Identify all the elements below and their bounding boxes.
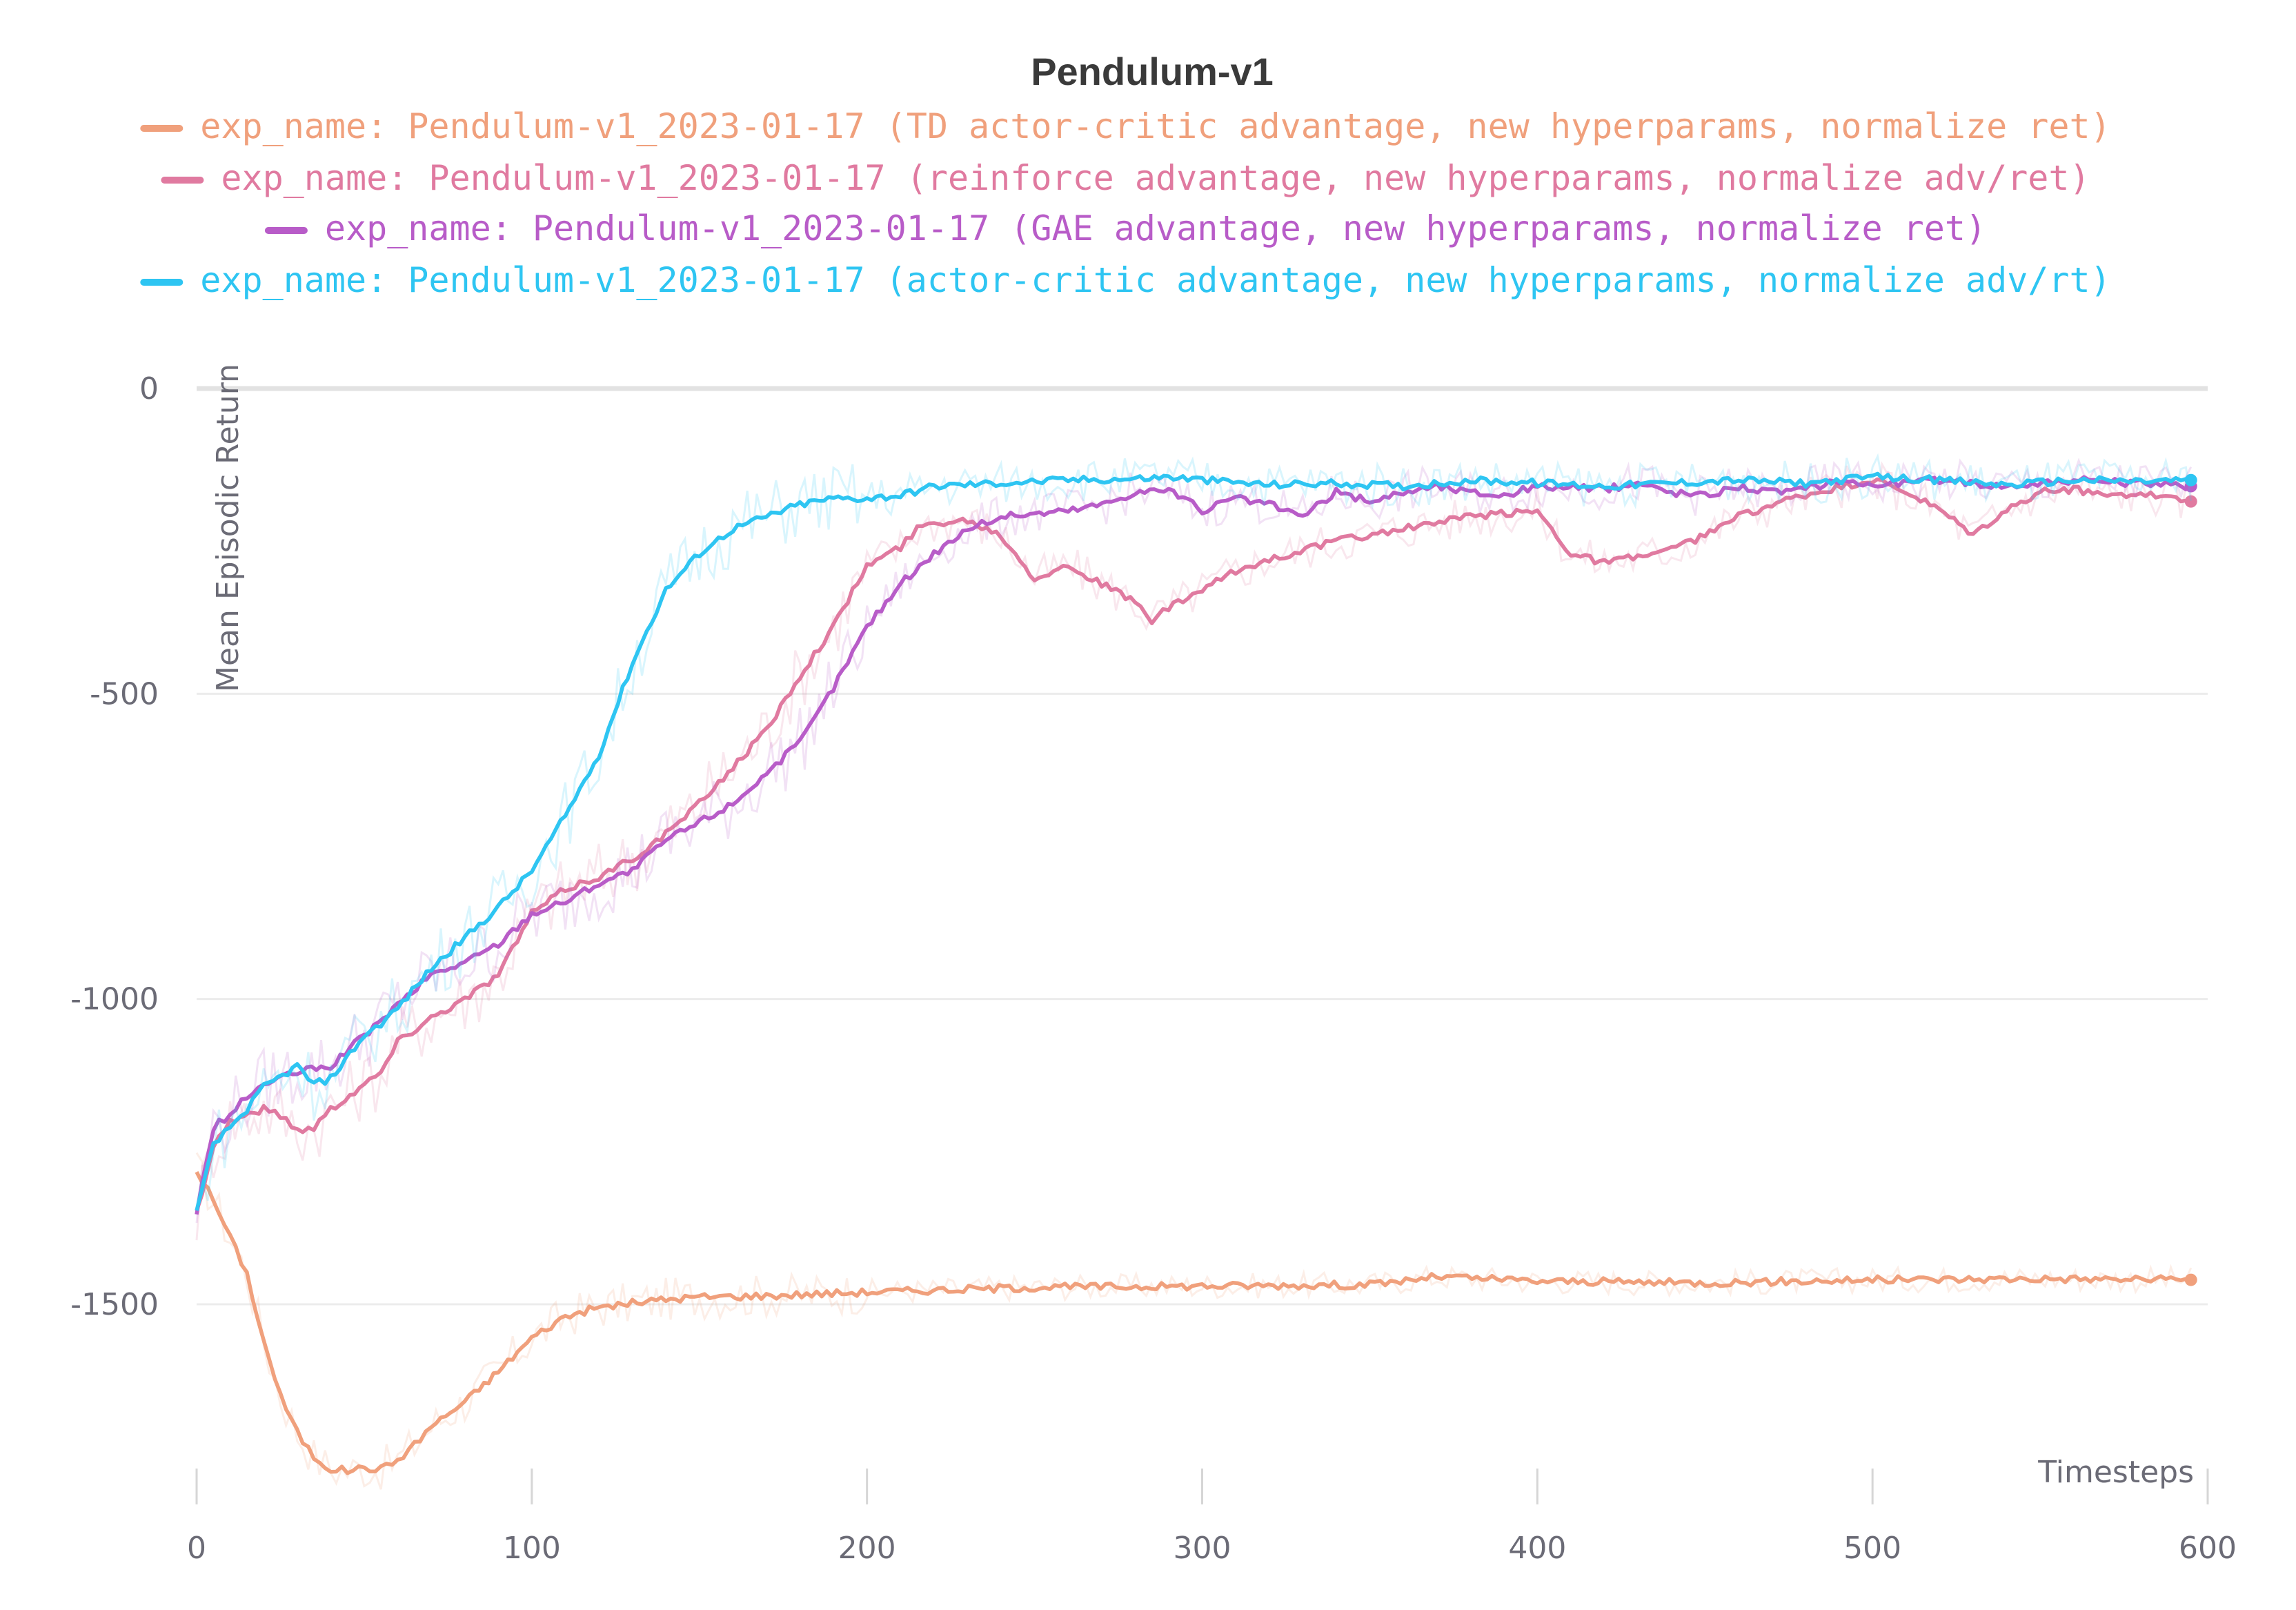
series-line[interactable] bbox=[195, 477, 2192, 1212]
x-tick-label: 400 bbox=[1508, 1531, 1566, 1566]
series-lines bbox=[195, 453, 2197, 1490]
series bbox=[195, 461, 2197, 1241]
y-tick-label: 0 bbox=[139, 371, 159, 406]
series-raw-line bbox=[195, 1152, 2193, 1490]
x-tick-label: 300 bbox=[1174, 1531, 1231, 1566]
series-line[interactable] bbox=[195, 475, 2192, 1215]
legend-label: exp_name: Pendulum-v1_2023-01-17 (reinfo… bbox=[221, 158, 2090, 198]
legend: exp_name: Pendulum-v1_2023-01-17 (TD act… bbox=[140, 106, 2111, 300]
legend-item[interactable]: exp_name: Pendulum-v1_2023-01-17 (actor-… bbox=[140, 260, 2111, 300]
chart-title: Pendulum-v1 bbox=[1031, 50, 1274, 93]
legend-item[interactable]: exp_name: Pendulum-v1_2023-01-17 (GAE ad… bbox=[264, 208, 1986, 248]
series-line[interactable] bbox=[195, 471, 2192, 1211]
series-line[interactable] bbox=[195, 1170, 2191, 1475]
x-tick-label: 500 bbox=[1843, 1531, 1901, 1566]
series-raw-line bbox=[195, 458, 2193, 1224]
x-tick-label: 200 bbox=[838, 1531, 896, 1566]
x-tick-label: 100 bbox=[503, 1531, 561, 1566]
y-axis-label: Mean Episodic Return bbox=[210, 364, 246, 692]
series-end-point bbox=[2184, 495, 2197, 508]
series-raw-line bbox=[195, 461, 2193, 1241]
legend-label: exp_name: Pendulum-v1_2023-01-17 (TD act… bbox=[200, 106, 2110, 146]
grid bbox=[197, 386, 2208, 1306]
series-end-point bbox=[2184, 1273, 2197, 1286]
legend-label: exp_name: Pendulum-v1_2023-01-17 (GAE ad… bbox=[325, 208, 1986, 248]
y-tick-label: -1500 bbox=[70, 1287, 159, 1322]
x-tick-label: 600 bbox=[2179, 1531, 2237, 1566]
legend-label: exp_name: Pendulum-v1_2023-01-17 (actor-… bbox=[200, 260, 2110, 300]
y-tick-label: -1000 bbox=[70, 982, 159, 1017]
y-tick-label: -500 bbox=[90, 676, 159, 711]
legend-item[interactable]: exp_name: Pendulum-v1_2023-01-17 (TD act… bbox=[140, 106, 2111, 146]
x-axis-label: Timesteps bbox=[2037, 1455, 2194, 1490]
series bbox=[195, 453, 2197, 1211]
series bbox=[195, 458, 2197, 1224]
series-raw-line bbox=[195, 453, 2193, 1206]
series bbox=[195, 1152, 2197, 1490]
y-axis: 0 -500 -1000 -1500 bbox=[70, 371, 159, 1322]
legend-item[interactable]: exp_name: Pendulum-v1_2023-01-17 (reinfo… bbox=[161, 158, 2090, 198]
x-tick-label: 0 bbox=[187, 1531, 206, 1566]
x-axis: 0 100 200 300 400 500 600 bbox=[187, 1469, 2237, 1566]
series-end-point bbox=[2184, 473, 2197, 487]
